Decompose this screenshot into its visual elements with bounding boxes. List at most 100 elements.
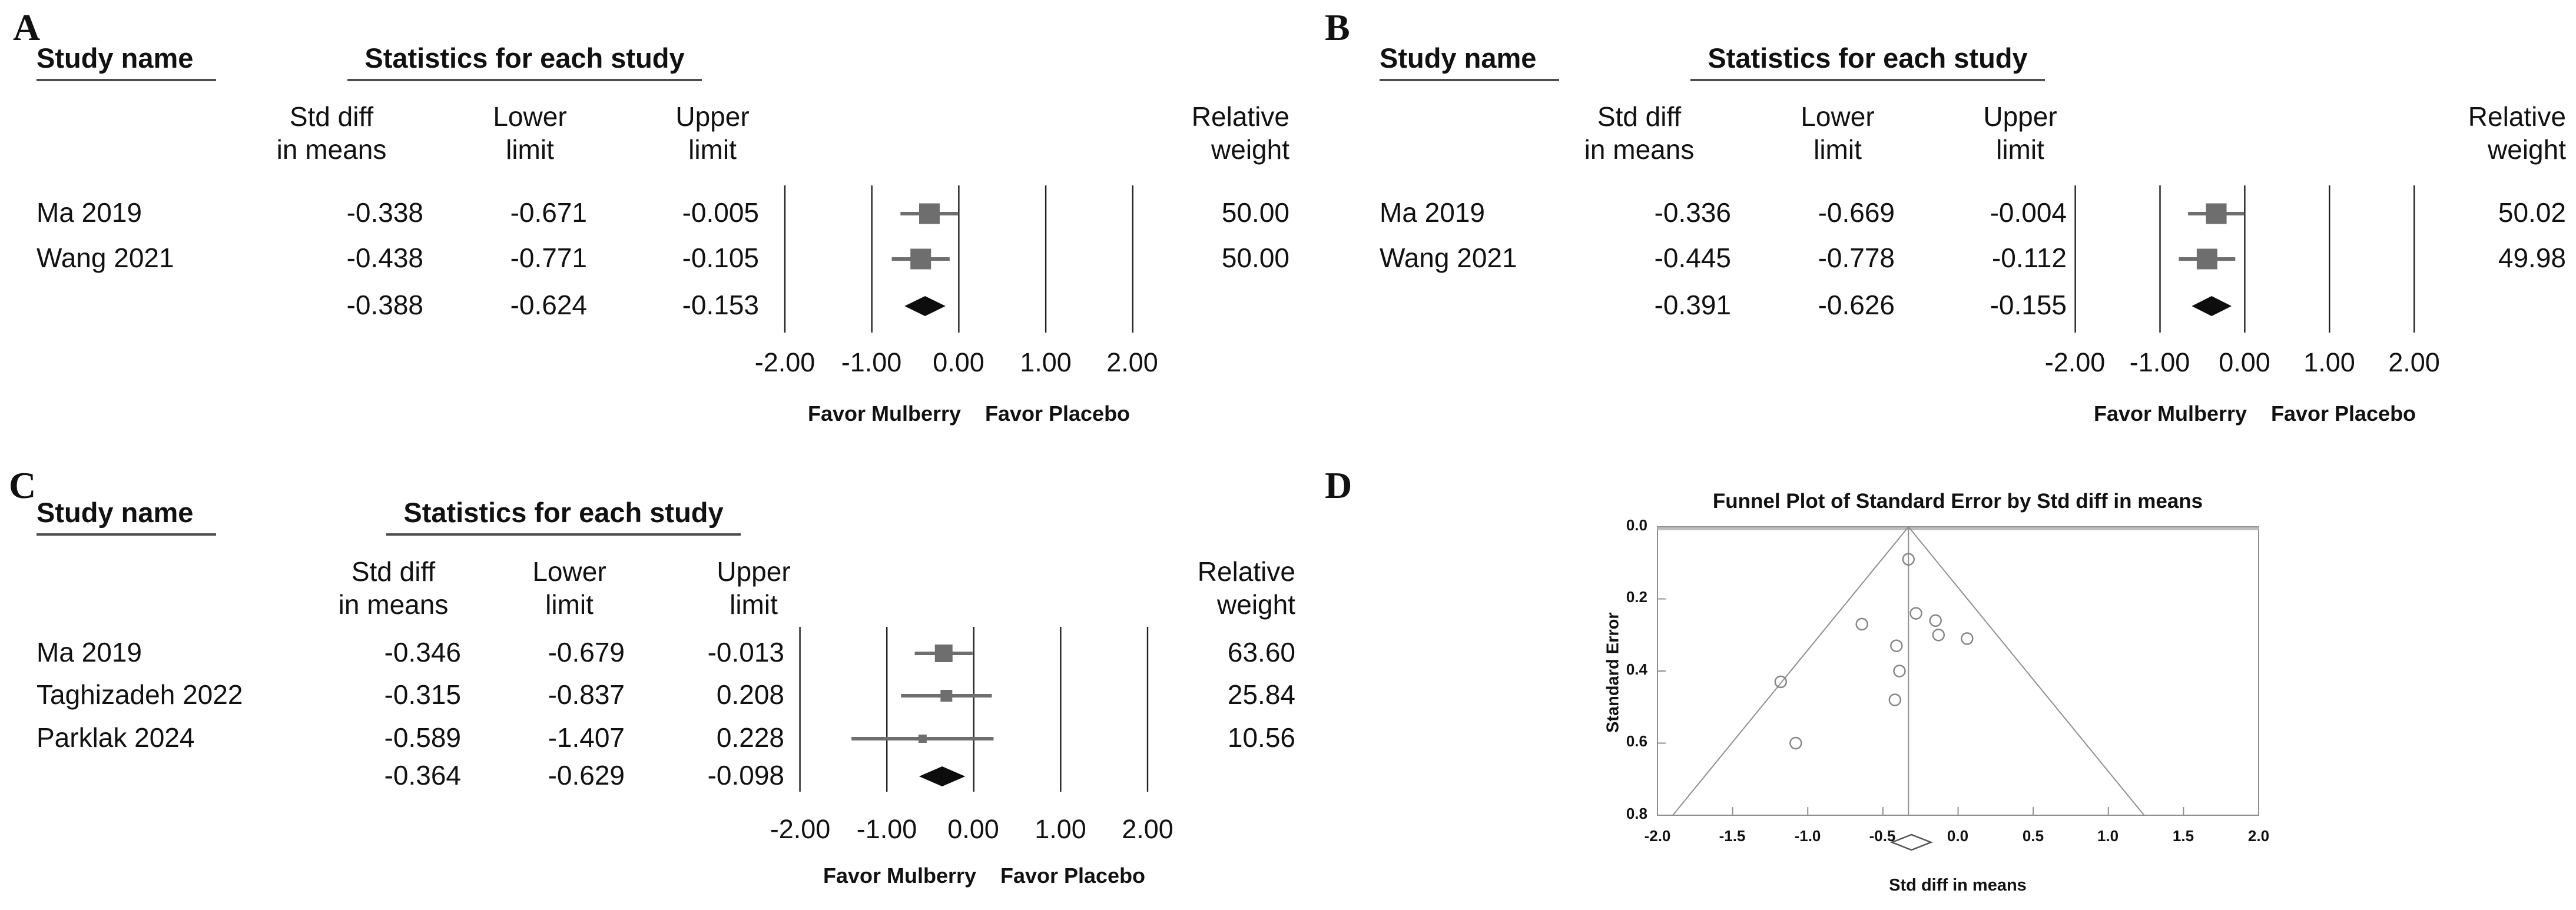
lower-limit-value: -0.837: [548, 679, 625, 710]
effect-square: [2206, 203, 2227, 224]
col-header-lower: Lower: [493, 101, 567, 132]
axis-tick: 0.00: [947, 814, 999, 844]
col-header-in-means: in means: [338, 589, 449, 620]
weight-value: 63.60: [1227, 637, 1295, 667]
col-header-in-means: in means: [1584, 134, 1695, 165]
col-header-std-diff: Std diff: [1597, 101, 1682, 132]
study-name: Taghizadeh 2022: [37, 679, 243, 710]
col-header-limit: limit: [1814, 134, 1862, 165]
pseudo-ci-right: [1908, 526, 2145, 816]
funnel-study-point: [1774, 675, 1788, 689]
lower-limit-value: -0.669: [1818, 197, 1895, 228]
col-header-relative: Relative: [2468, 101, 2566, 132]
stats-header: Statistics for each study: [1690, 42, 2045, 82]
study-name-header: Study name: [37, 497, 216, 536]
favor-right-label: Favor Placebo: [984, 401, 1130, 426]
col-header-lower: Lower: [532, 556, 606, 587]
weight-value: 25.84: [1227, 679, 1295, 710]
funnel-study-point: [1789, 736, 1802, 750]
funnel-study-point: [1902, 553, 1915, 566]
col-header-weight: weight: [1217, 589, 1295, 620]
study-name: Wang 2021: [37, 243, 174, 273]
pseudo-ci-left: [1672, 526, 1909, 816]
axis-tick: 1.00: [1020, 347, 1072, 377]
study-name: Ma 2019: [37, 637, 142, 667]
effect-square: [934, 645, 953, 662]
x-tick-label: -1.5: [1719, 827, 1746, 845]
x-tick-label: 2.0: [2247, 827, 2270, 845]
overall-lower: -0.626: [1818, 290, 1895, 320]
weight-value: 50.00: [1221, 197, 1289, 228]
col-header-weight: weight: [2488, 134, 2566, 165]
col-header-upper: Upper: [717, 556, 791, 587]
lower-limit-value: -0.671: [510, 197, 587, 228]
study-name-header: Study name: [1380, 42, 1559, 82]
col-header-limit: limit: [688, 134, 737, 165]
mean-value: -0.346: [384, 637, 461, 667]
y-tick-label: 0.6: [1626, 732, 1647, 750]
y-tick-label: 0.8: [1626, 805, 1647, 822]
y-tick-label: 0.0: [1626, 516, 1647, 534]
axis-tick: 2.00: [2388, 347, 2440, 377]
overall-upper: -0.155: [1990, 290, 2067, 320]
weight-value: 49.98: [2498, 243, 2566, 273]
favor-right-label: Favor Placebo: [2270, 401, 2416, 426]
axis-tick: -1.00: [856, 814, 917, 844]
stats-header: Statistics for each study: [386, 497, 741, 536]
y-axis-title: Standard Error: [1603, 612, 1623, 733]
col-header-std-diff: Std diff: [289, 101, 374, 132]
overall-lower: -0.624: [510, 290, 587, 320]
y-tick-label: 0.4: [1626, 660, 1647, 678]
overall-upper: -0.098: [707, 760, 784, 791]
funnel-study-point: [1961, 632, 1974, 645]
col-header-limit: limit: [545, 589, 594, 620]
mean-value: -0.336: [1654, 197, 1731, 228]
col-header-in-means: in means: [276, 134, 387, 165]
funnel-study-point: [1890, 639, 1903, 652]
study-name: Parklak 2024: [37, 722, 195, 753]
panel-label-b: B: [1325, 6, 1350, 48]
effect-square: [910, 248, 931, 270]
col-header-lower: Lower: [1801, 101, 1875, 132]
funnel-box: [1657, 526, 2259, 816]
panel-label-a: A: [13, 6, 41, 48]
mean-value: -0.338: [346, 197, 423, 228]
lower-limit-value: -0.778: [1818, 243, 1895, 273]
col-header-upper: Upper: [675, 101, 750, 132]
col-header-upper: Upper: [1983, 101, 2057, 132]
col-header-relative: Relative: [1197, 556, 1295, 587]
col-header-limit: limit: [1996, 134, 2044, 165]
axis-tick: 1.00: [2303, 347, 2355, 377]
funnel-study-point: [1855, 617, 1868, 631]
study-name-header: Study name: [37, 42, 216, 82]
mean-value: -0.445: [1654, 243, 1731, 273]
effect-square: [2196, 248, 2217, 270]
col-header-limit: limit: [730, 589, 778, 620]
favor-left-label: Favor Mulberry: [807, 401, 962, 426]
axis-tick: 2.00: [1122, 814, 1173, 844]
favor-right-label: Favor Placebo: [1000, 863, 1146, 888]
funnel-study-point: [1932, 629, 1945, 642]
weight-value: 50.02: [2498, 197, 2566, 228]
funnel-study-point: [1909, 607, 1922, 620]
mean-value: -0.315: [384, 679, 461, 710]
x-tick-label: 1.0: [2097, 827, 2119, 845]
axis-tick: 1.00: [1035, 814, 1086, 844]
upper-limit-value: -0.005: [682, 197, 759, 228]
favor-left-label: Favor Mulberry: [823, 863, 977, 888]
mean-value: -0.438: [346, 243, 423, 273]
study-name: Wang 2021: [1380, 243, 1517, 273]
funnel-title: Funnel Plot of Standard Error by Std dif…: [1712, 490, 2203, 513]
overall-lower: -0.629: [548, 760, 625, 791]
x-tick-label: 1.5: [2172, 827, 2194, 845]
axis-tick: 0.00: [2219, 347, 2270, 377]
upper-limit-value: 0.228: [716, 722, 784, 753]
axis-tick: -1.00: [841, 347, 902, 377]
col-header-std-diff: Std diff: [351, 556, 436, 587]
axis-tick: 0.00: [933, 347, 984, 377]
effect-square: [940, 690, 953, 702]
summary-diamond: [2192, 296, 2232, 316]
upper-limit-value: -0.013: [707, 637, 784, 667]
col-header-relative: Relative: [1191, 101, 1289, 132]
